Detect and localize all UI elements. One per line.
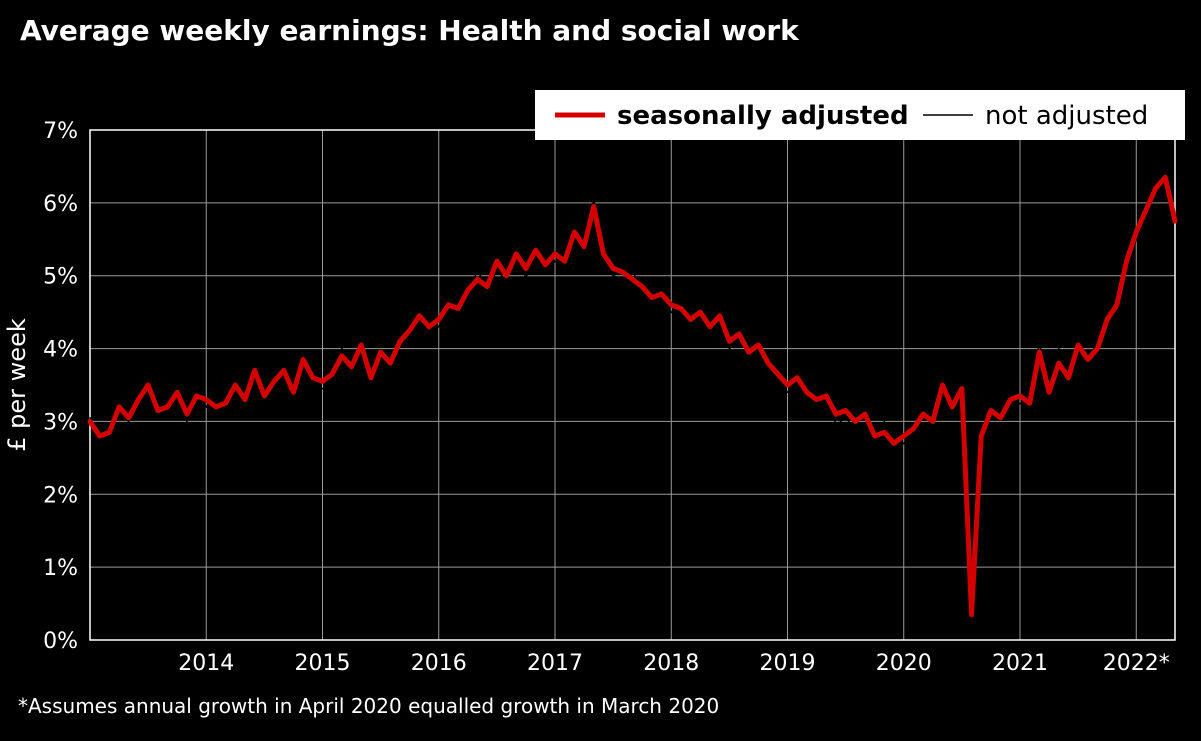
x-tick-label: 2016	[411, 651, 467, 676]
x-tick-label: 2022*	[1103, 651, 1170, 676]
y-tick-label: 6%	[43, 192, 78, 217]
y-axis-label: £ per week	[3, 318, 31, 452]
legend: seasonally adjusted not adjusted	[535, 90, 1185, 140]
y-tick-label: 2%	[43, 483, 78, 508]
legend-label: seasonally adjusted	[617, 101, 909, 131]
legend-label: not adjusted	[985, 101, 1148, 131]
line-chart: Average weekly earnings: Health and soci…	[0, 0, 1201, 741]
x-tick-label: 2018	[643, 651, 699, 676]
x-tick-label: 2020	[876, 651, 932, 676]
y-tick-label: 7%	[43, 119, 78, 144]
y-tick-label: 4%	[43, 338, 78, 363]
x-tick-label: 2021	[992, 651, 1048, 676]
chart-container: Average weekly earnings: Health and soci…	[0, 0, 1201, 741]
x-tick-label: 2019	[760, 651, 816, 676]
x-tick-label: 2014	[178, 651, 234, 676]
chart-title: Average weekly earnings: Health and soci…	[20, 14, 800, 47]
y-tick-label: 0%	[43, 629, 78, 654]
x-tick-label: 2017	[527, 651, 583, 676]
y-tick-label: 5%	[43, 265, 78, 290]
y-tick-label: 1%	[43, 556, 78, 581]
footnote: *Assumes annual growth in April 2020 equ…	[18, 694, 719, 718]
y-tick-label: 3%	[43, 410, 78, 435]
x-tick-label: 2015	[295, 651, 351, 676]
